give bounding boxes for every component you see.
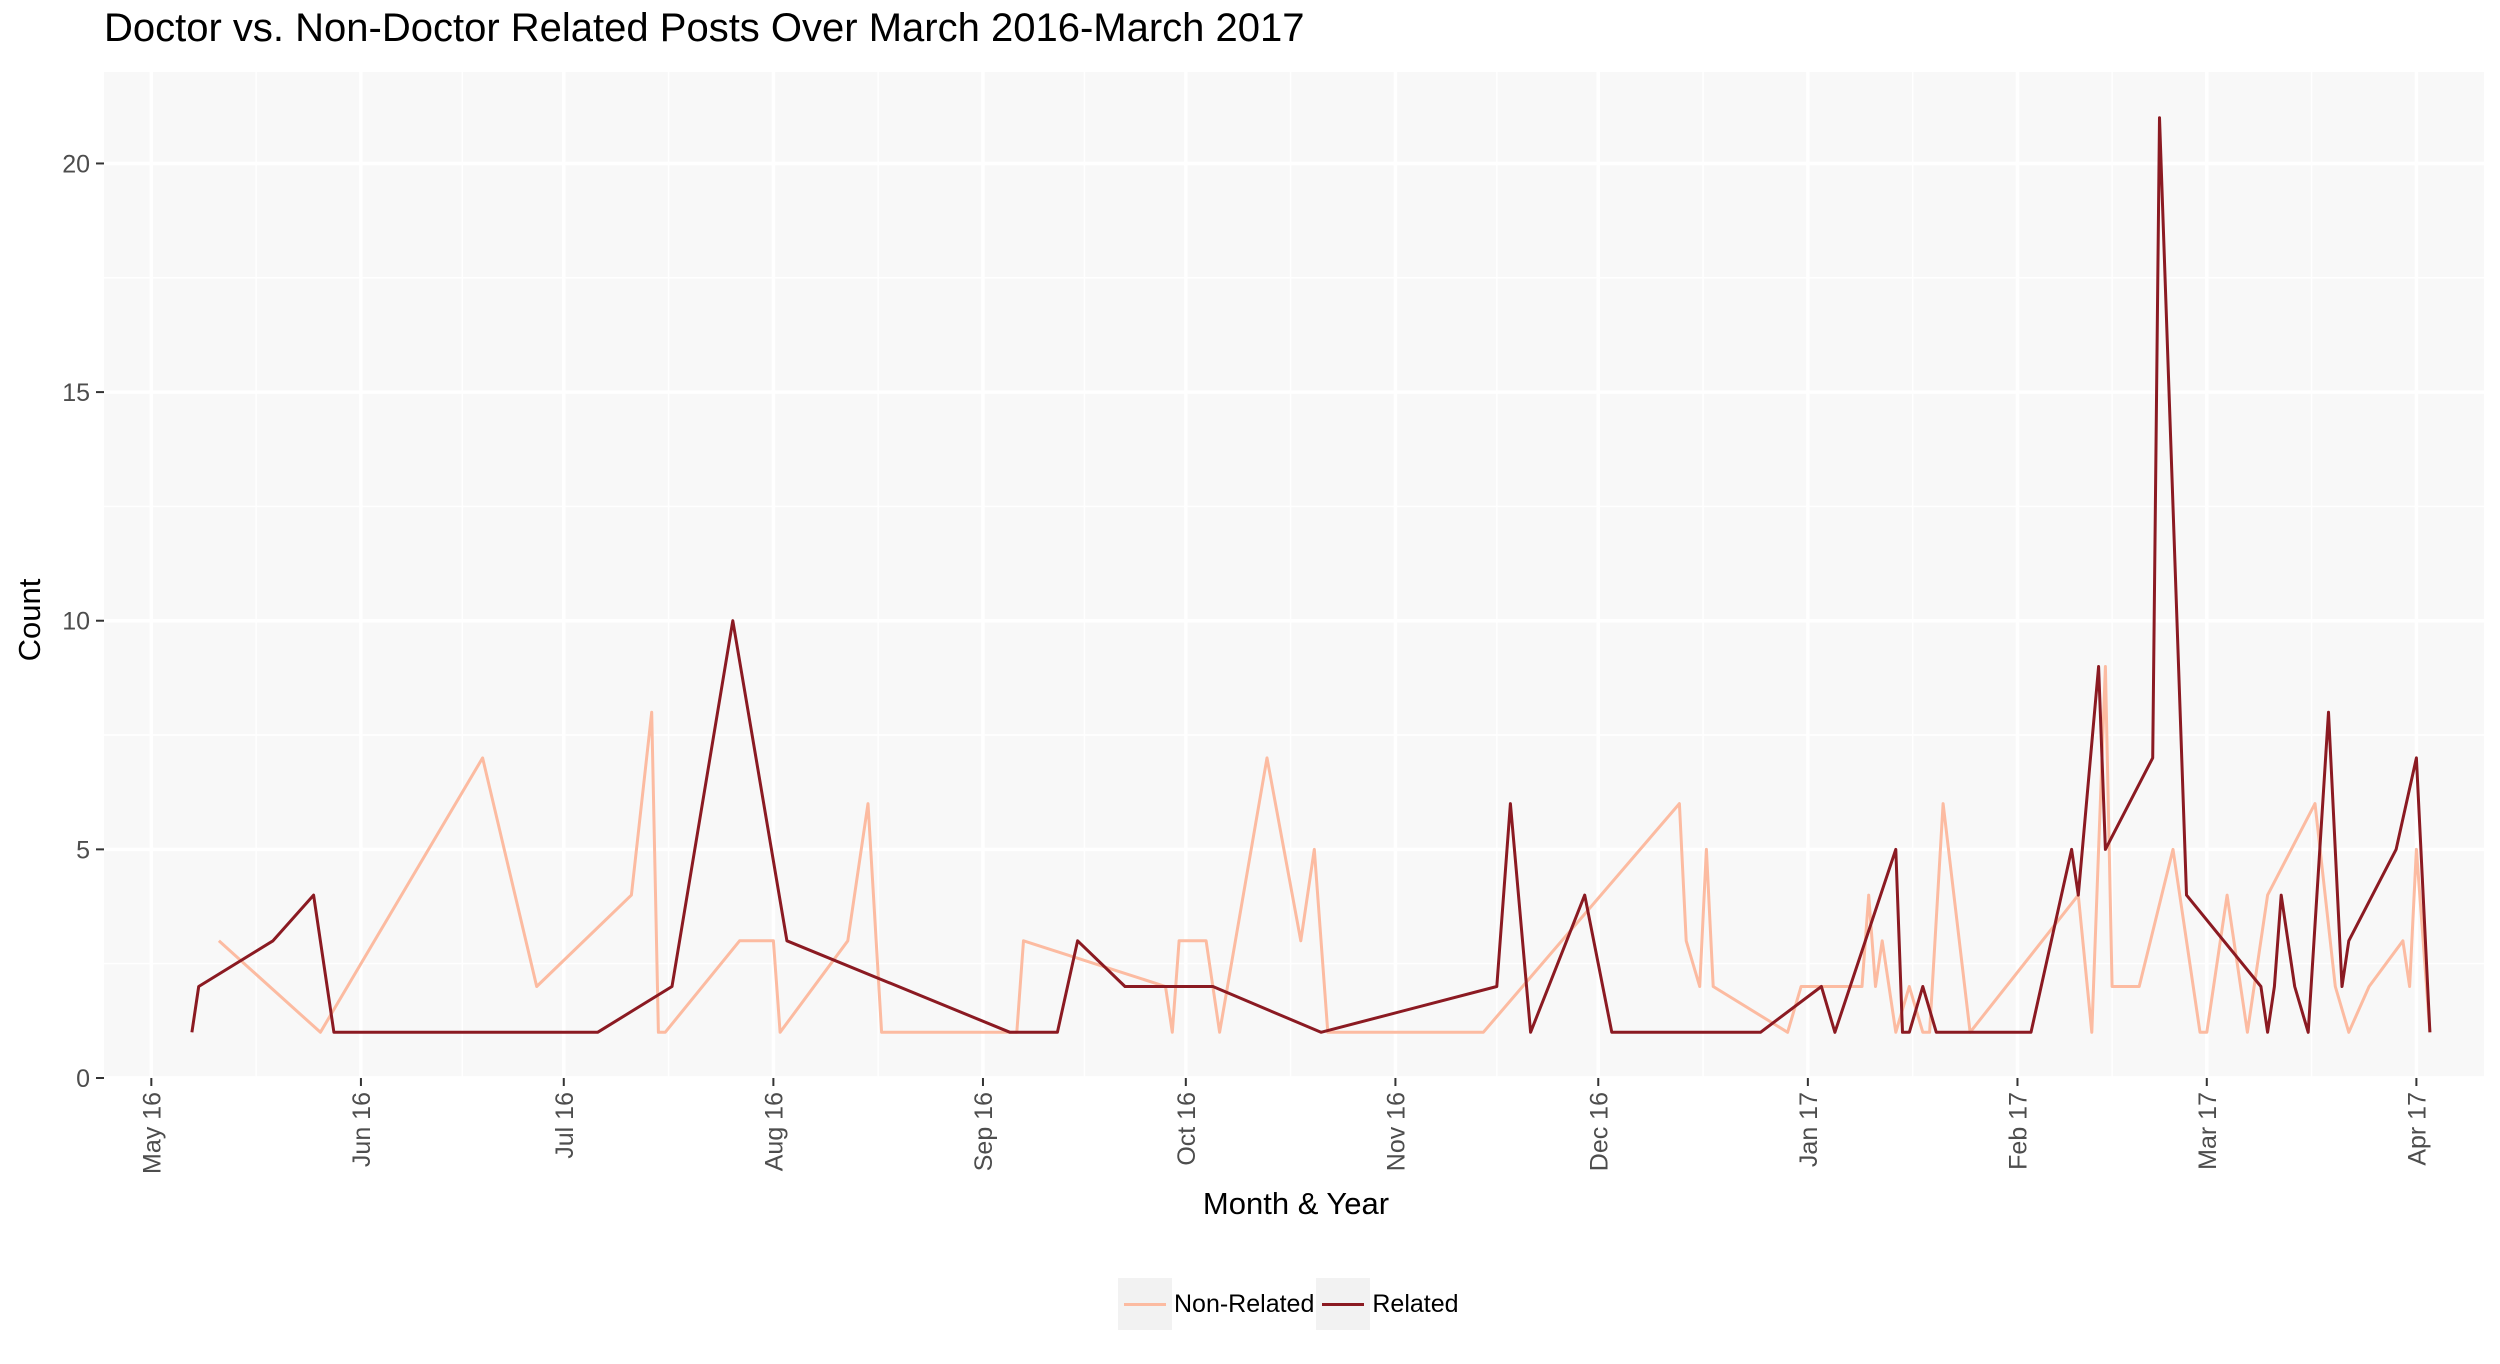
legend-swatch-related: [1322, 1303, 1365, 1306]
x-tick-label: May 16: [138, 1092, 166, 1174]
legend-key-non-related: [1118, 1278, 1172, 1330]
x-tick-label: Jan 17: [1795, 1092, 1823, 1167]
y-axis-label: Count: [12, 578, 47, 662]
legend-key-related: [1316, 1278, 1371, 1330]
legend-label-related: Related: [1372, 1289, 1459, 1318]
x-tick-label: Jun 16: [348, 1092, 376, 1167]
x-tick-label: Nov 16: [1382, 1092, 1410, 1171]
y-tick-label: 15: [62, 379, 90, 407]
x-tick-label: Mar 17: [2194, 1092, 2222, 1170]
x-tick-label: Dec 16: [1585, 1092, 1613, 1171]
plot-panel: [104, 72, 2484, 1078]
y-tick-label: 5: [76, 836, 90, 864]
x-tick-label: Apr 17: [2403, 1092, 2431, 1166]
x-tick-label: Feb 17: [2004, 1092, 2032, 1170]
series-line-related: [190, 116, 2432, 1034]
major-grid: [104, 72, 2484, 1080]
legend: Non-Related Related: [1118, 1278, 1461, 1330]
x-tick-label: Sep 16: [970, 1092, 998, 1171]
series-line-non-related: [217, 665, 2432, 1034]
y-tick-label: 10: [62, 608, 90, 636]
minor-grid: [104, 72, 2484, 1078]
y-axis: 0 5 10 15 20: [62, 150, 104, 1093]
y-tick-label: 20: [62, 150, 90, 178]
x-tick-label: Jul 16: [551, 1092, 579, 1159]
legend-item-non-related: Non-Related: [1118, 1278, 1314, 1330]
x-axis-label: Month & Year: [1202, 1186, 1390, 1221]
x-tick-label: Aug 16: [760, 1092, 788, 1171]
x-tick-label: Oct 16: [1173, 1092, 1201, 1166]
legend-swatch-non-related: [1124, 1303, 1166, 1306]
legend-item-related: Related: [1316, 1278, 1459, 1330]
chart-title: Doctor vs. Non-Doctor Related Posts Over…: [104, 6, 1305, 50]
x-axis: May 16 Jun 16 Jul 16 Aug 16 Sep 16 Oct 16 Nov …: [138, 1078, 2431, 1174]
legend-label-non-related: Non-Related: [1174, 1289, 1315, 1318]
series-layer: [190, 116, 2432, 1034]
y-tick-label: 0: [76, 1065, 90, 1093]
